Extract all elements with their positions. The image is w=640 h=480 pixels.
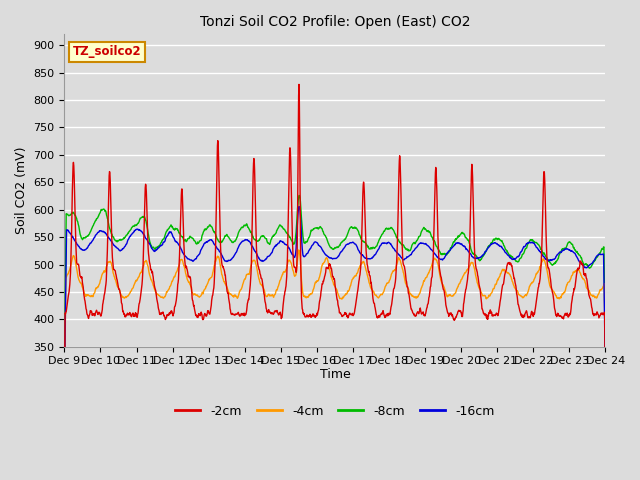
Y-axis label: Soil CO2 (mV): Soil CO2 (mV) (15, 147, 28, 234)
X-axis label: Time: Time (319, 368, 350, 381)
Title: Tonzi Soil CO2 Profile: Open (East) CO2: Tonzi Soil CO2 Profile: Open (East) CO2 (200, 15, 470, 29)
Legend: -2cm, -4cm, -8cm, -16cm: -2cm, -4cm, -8cm, -16cm (170, 400, 499, 423)
Text: TZ_soilco2: TZ_soilco2 (72, 45, 141, 58)
